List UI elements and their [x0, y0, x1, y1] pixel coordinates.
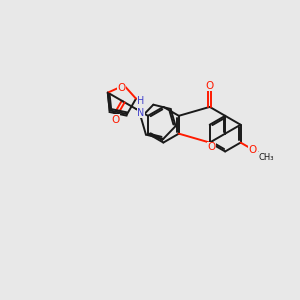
- Text: O: O: [111, 115, 120, 124]
- Text: O: O: [208, 142, 216, 152]
- Text: O: O: [249, 145, 257, 155]
- Text: O: O: [118, 83, 126, 93]
- Text: H
N: H N: [137, 96, 145, 118]
- Text: CH₃: CH₃: [258, 153, 274, 162]
- Text: O: O: [206, 81, 214, 91]
